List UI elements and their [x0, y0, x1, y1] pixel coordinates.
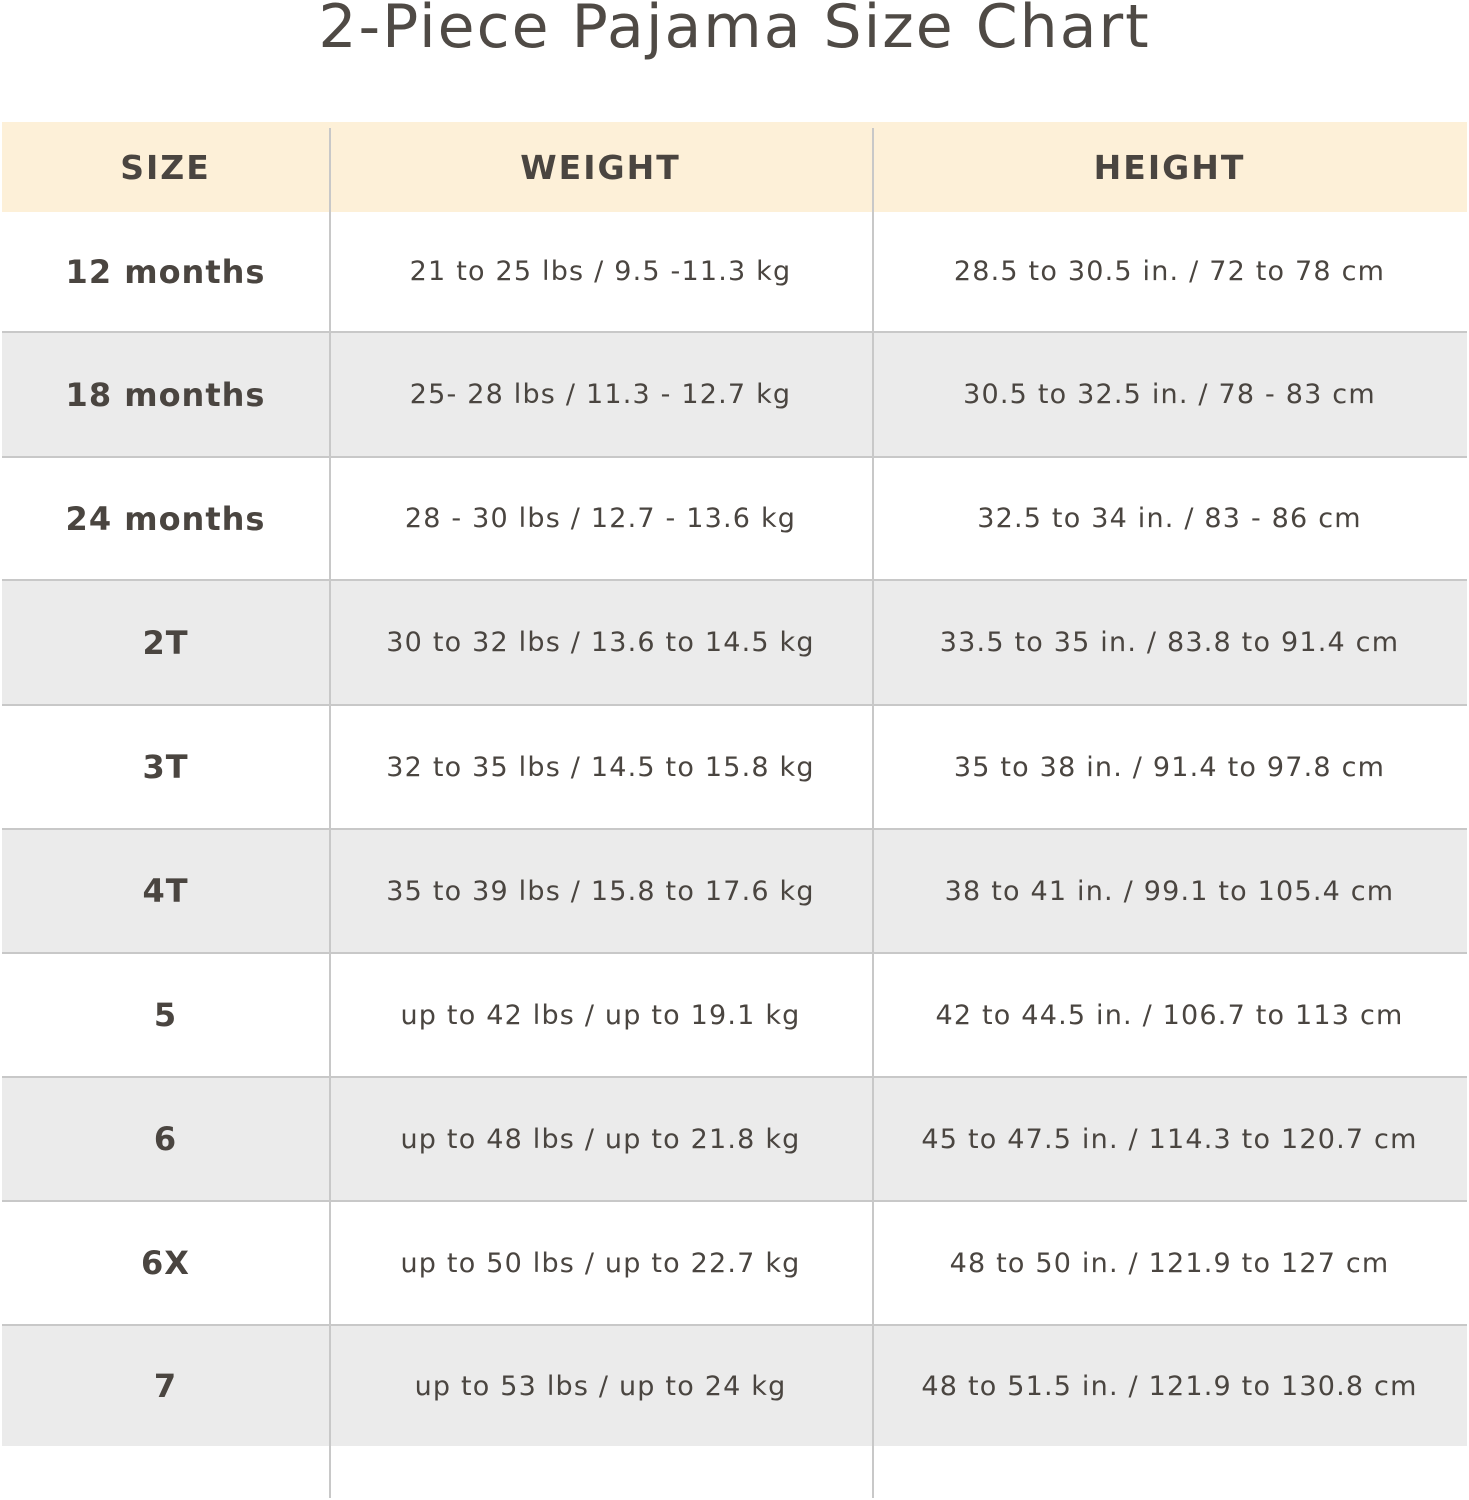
cell-weight: up to 53 lbs / up to 24 kg — [414, 1370, 787, 1402]
cell-weight: up to 50 lbs / up to 22.7 kg — [400, 1247, 801, 1279]
cell-height: 48 to 50 in. / 121.9 to 127 cm — [949, 1247, 1390, 1279]
table-row: 5 up to 42 lbs / up to 19.1 kg 42 to 44.5 … — [2, 952, 1467, 1076]
table-row: 7 up to 53 lbs / up to 24 kg 48 to 51.5 in… — [2, 1324, 1467, 1446]
table-row: 4T 35 to 39 lbs / 15.8 to 17.6 kg 38 to 41… — [2, 828, 1467, 952]
cell-weight: 32 to 35 lbs / 14.5 to 15.8 kg — [386, 751, 815, 783]
cell-weight: 21 to 25 lbs / 9.5 -11.3 kg — [409, 256, 792, 287]
cell-weight: 28 - 30 lbs / 12.7 - 13.6 kg — [404, 503, 797, 534]
cell-size: 6 — [153, 1120, 178, 1158]
cell-weight: up to 48 lbs / up to 21.8 kg — [400, 1123, 801, 1155]
cell-height: 28.5 to 30.5 in. / 72 to 78 cm — [953, 256, 1386, 287]
cell-size: 18 months — [65, 375, 266, 414]
cell-size: 6X — [141, 1244, 190, 1282]
column-divider — [872, 128, 874, 1498]
cell-height: 45 to 47.5 in. / 114.3 to 120.7 cm — [921, 1123, 1418, 1155]
table-row: 24 months 28 - 30 lbs / 12.7 - 13.6 kg 32.… — [2, 456, 1467, 579]
table-row: 3T 32 to 35 lbs / 14.5 to 15.8 kg 35 to 38… — [2, 704, 1467, 828]
cell-weight: 30 to 32 lbs / 13.6 to 14.5 kg — [386, 627, 815, 658]
cell-weight: up to 42 lbs / up to 19.1 kg — [400, 999, 801, 1031]
cell-height: 42 to 44.5 in. / 106.7 to 113 cm — [935, 999, 1404, 1031]
cell-height: 30.5 to 32.5 in. / 78 - 83 cm — [963, 379, 1376, 410]
page-title: 2-Piece Pajama Size Chart — [318, 0, 1151, 62]
column-divider — [329, 128, 331, 1498]
cell-height: 48 to 51.5 in. / 121.9 to 130.8 cm — [921, 1370, 1418, 1402]
table-row: 12 months 21 to 25 lbs / 9.5 -11.3 kg 28.5… — [2, 212, 1467, 331]
cell-height: 38 to 41 in. / 99.1 to 105.4 cm — [944, 875, 1395, 907]
cell-weight: 25- 28 lbs / 11.3 - 12.7 kg — [409, 379, 792, 410]
cell-height: 35 to 38 in. / 91.4 to 97.8 cm — [953, 751, 1386, 783]
cell-size: 12 months — [65, 252, 266, 291]
cell-size: 24 months — [65, 499, 266, 538]
table-row: 18 months 25- 28 lbs / 11.3 - 12.7 kg 30.5… — [2, 331, 1467, 456]
cell-size: 4T — [142, 872, 189, 910]
cell-size: 7 — [153, 1367, 178, 1405]
cell-weight: 35 to 39 lbs / 15.8 to 17.6 kg — [386, 875, 815, 907]
header-height: HEIGHT — [1093, 147, 1246, 187]
table-header-row: SIZE WEIGHT HEIGHT — [2, 122, 1467, 212]
cell-size: 5 — [153, 996, 178, 1034]
header-size: SIZE — [120, 147, 211, 187]
cell-height: 33.5 to 35 in. / 83.8 to 91.4 cm — [939, 627, 1400, 658]
cell-size: 2T — [142, 623, 189, 662]
table-row: 2T 30 to 32 lbs / 13.6 to 14.5 kg 33.5 to … — [2, 579, 1467, 704]
cell-size: 3T — [142, 748, 189, 786]
cell-height: 32.5 to 34 in. / 83 - 86 cm — [977, 503, 1362, 534]
table-row: 6 up to 48 lbs / up to 21.8 kg 45 to 47.5 … — [2, 1076, 1467, 1200]
table-row: 6X up to 50 lbs / up to 22.7 kg 48 to 50 i… — [2, 1200, 1467, 1324]
size-chart-table: SIZE WEIGHT HEIGHT 12 months 21 to 25 lbs… — [2, 122, 1467, 1500]
header-weight: WEIGHT — [520, 147, 681, 187]
